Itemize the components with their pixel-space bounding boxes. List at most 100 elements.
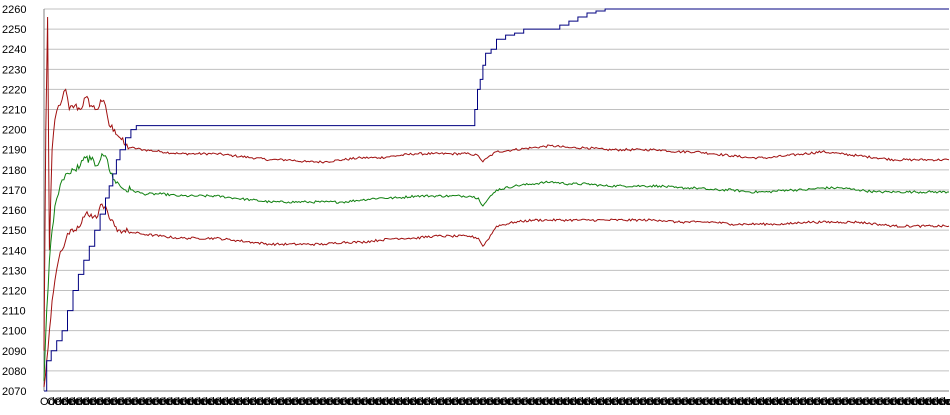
x-tick-label: Odecn <box>667 396 699 408</box>
x-tick-label: Odecn <box>138 396 170 408</box>
x-tick-label: Odecn <box>75 396 107 408</box>
x-tick-label: Odecn <box>325 396 357 408</box>
y-tick-label: 2080 <box>2 366 26 378</box>
x-tick-label: Odecn <box>500 396 532 408</box>
x-tick-label: Odecn <box>743 396 775 408</box>
x-tick-label: Odecn <box>701 396 733 408</box>
x-tick-label: Odecn <box>848 396 880 408</box>
x-tick-label: Odecn <box>179 396 211 408</box>
x-tick-label: Odecn <box>764 396 796 408</box>
x-tick-label: Odecn <box>256 396 288 408</box>
x-tick-label: Odecn <box>291 396 323 408</box>
x-tick-label: Odecn <box>611 396 643 408</box>
x-tick-label: Odecn <box>367 396 399 408</box>
x-tick-label: Odecn <box>339 396 371 408</box>
x-tick-label: Odecn <box>374 396 406 408</box>
x-tick-label: Odecn <box>207 396 239 408</box>
x-tick-label: Odecn <box>172 396 204 408</box>
series-line-step <box>44 8 949 392</box>
x-tick-label: Odecn <box>54 396 86 408</box>
x-tick-label: Odecn <box>402 396 434 408</box>
x-tick-label: Odecn <box>96 396 128 408</box>
x-tick-label: Odecn <box>520 396 552 408</box>
x-tick-label: Odecn <box>548 396 580 408</box>
y-tick-label: 2180 <box>2 165 26 177</box>
y-tick-label: 2240 <box>2 44 26 56</box>
x-tick-label: Odecn <box>792 396 824 408</box>
x-tick-label: Odecn <box>346 396 378 408</box>
y-tick-label: 2200 <box>2 125 26 137</box>
y-tick-label: 2110 <box>2 306 26 318</box>
y-tick-label: 2250 <box>2 24 26 36</box>
x-tick-label: Odecn <box>458 396 490 408</box>
x-tick-label: Odecn <box>381 396 413 408</box>
x-tick-label: Odecn <box>681 396 713 408</box>
x-tick-label: Odecn <box>40 396 72 408</box>
x-tick-label: Odecn <box>931 396 950 408</box>
x-tick-label: Odecn <box>110 396 142 408</box>
x-tick-label: Odecn <box>875 396 907 408</box>
x-tick-label: Odecn <box>270 396 302 408</box>
axes <box>43 9 949 392</box>
x-tick-label: Odecn <box>722 396 754 408</box>
x-axis-tick-labels: OdecnOdecnOdecnOdecnOdecnOdecnOdecnOdecn… <box>40 396 950 408</box>
x-tick-label: Odecn <box>444 396 476 408</box>
series-line-middle <box>43 152 949 381</box>
x-tick-label: Odecn <box>924 396 950 408</box>
x-tick-label: Odecn <box>193 396 225 408</box>
x-tick-label: Odecn <box>750 396 782 408</box>
x-tick-label: Odecn <box>103 396 135 408</box>
x-tick-label: Odecn <box>493 396 525 408</box>
x-tick-label: Odecn <box>409 396 441 408</box>
x-tick-label: Odecn <box>416 396 448 408</box>
x-tick-label: Odecn <box>903 396 935 408</box>
y-tick-label: 2120 <box>2 285 26 297</box>
x-tick-label: Odecn <box>785 396 817 408</box>
x-tick-label: Odecn <box>736 396 768 408</box>
x-tick-label: Odecn <box>534 396 566 408</box>
x-tick-label: Odecn <box>305 396 337 408</box>
y-tick-label: 2160 <box>2 205 26 217</box>
x-tick-label: Odecn <box>479 396 511 408</box>
x-tick-label: Odecn <box>388 396 420 408</box>
x-tick-label: Odecn <box>653 396 685 408</box>
x-tick-label: Odecn <box>938 396 950 408</box>
x-tick-label: Odecn <box>124 396 156 408</box>
y-tick-label: 2070 <box>2 386 26 398</box>
x-tick-label: Odecn <box>569 396 601 408</box>
y-tick-label: 2190 <box>2 145 26 157</box>
series-line-lower <box>43 203 950 388</box>
x-tick-label: Odecn <box>228 396 260 408</box>
y-tick-label: 2140 <box>2 245 26 257</box>
x-tick-label: Odecn <box>360 396 392 408</box>
x-tick-label: Odecn <box>820 396 852 408</box>
y-axis-tick-labels: 2070 2080 2090 2100 2110 2120 2130 2140 2150 2160… <box>2 4 26 398</box>
x-tick-label: Odecn <box>708 396 740 408</box>
x-tick-label: Odecn <box>430 396 462 408</box>
x-tick-label: Odecn <box>61 396 93 408</box>
x-tick-label: Odecn <box>660 396 692 408</box>
x-tick-label: Odecn <box>235 396 267 408</box>
x-tick-label: Odecn <box>827 396 859 408</box>
x-tick-label: Odecn <box>806 396 838 408</box>
x-tick-label: Odecn <box>68 396 100 408</box>
x-tick-label: Odecn <box>555 396 587 408</box>
x-tick-label: Odecn <box>917 396 949 408</box>
x-tick-label: Odecn <box>604 396 636 408</box>
x-tick-label: Odecn <box>625 396 657 408</box>
x-tick-label: Odecn <box>284 396 316 408</box>
x-tick-label: Odecn <box>841 396 873 408</box>
x-tick-label: Odecn <box>757 396 789 408</box>
x-tick-label: Odecn <box>590 396 622 408</box>
x-tick-label: Odecn <box>186 396 218 408</box>
y-tick-label: 2130 <box>2 265 26 277</box>
x-tick-label: Odecn <box>465 396 497 408</box>
x-tick-label: Odecn <box>82 396 114 408</box>
x-tick-label: Odecn <box>332 396 364 408</box>
x-tick-label: Odecn <box>298 396 330 408</box>
x-tick-label: Odecn <box>910 396 942 408</box>
x-tick-label: Odecn <box>158 396 190 408</box>
x-tick-label: Odecn <box>472 396 504 408</box>
x-tick-label: Odecn <box>451 396 483 408</box>
